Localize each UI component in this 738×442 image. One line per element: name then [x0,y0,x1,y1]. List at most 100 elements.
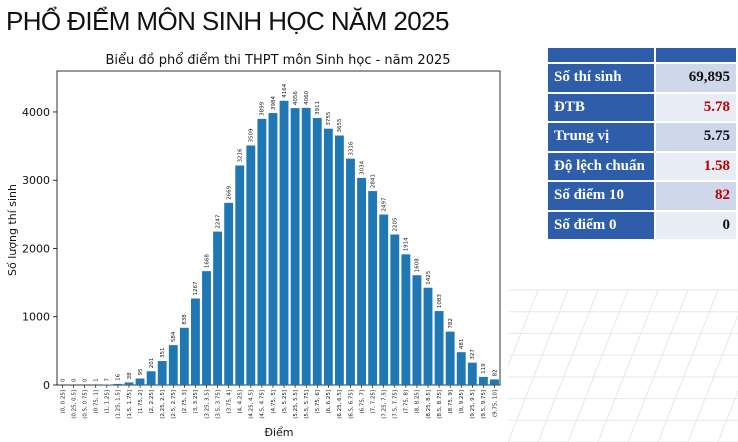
bar-value-label: 0 [60,378,66,382]
bar [478,376,488,385]
x-tick-label: (3, 3.25] [193,390,199,414]
x-tick-label: (9.75, 10] [492,390,498,417]
chart-panel: Biểu đồ phổ điểm thi THPT môn Sinh học -… [0,46,508,442]
x-tick-label: (6.25, 6.5] [337,390,343,419]
stats-row-label: Trung vị [546,121,656,153]
bar [290,108,300,385]
x-tick-label: (2.5, 2.75] [171,390,177,419]
x-tick-label: (6, 6.25] [326,390,332,414]
x-tick-label: (6.5, 6.75] [348,390,354,419]
stats-header-label-cell [546,46,656,64]
bar-value-label: 2497 [382,197,388,211]
x-tick-label: (5.5, 5.75] [304,390,310,419]
bar [312,118,322,385]
x-tick-label: (6.75, 7] [359,390,365,414]
bar [401,254,411,385]
x-tick-label: (2.75, 3] [182,390,188,414]
x-tick-label: (1.75, 2] [138,390,144,414]
bar [379,214,389,385]
y-axis-label: Số lượng thí sinh [6,184,19,276]
bar-value-label: 3899 [260,101,266,115]
stats-row: ĐTB 5.78 [546,91,738,123]
bar-value-label: 38 [127,372,133,379]
bar-value-label: 2247 [215,214,221,228]
bg-grid-line [717,389,738,442]
x-tick-label: (4.75, 5] [271,390,277,414]
x-tick-label: (5, 5.25] [282,390,288,414]
bar-value-label: 2669 [226,185,232,199]
bar-value-label: 1 [94,378,100,382]
bar-value-label: 327 [470,349,476,360]
bar [334,135,344,385]
x-tick-label: (4, 4.25] [238,390,244,414]
stats-row-value: 69,895 [653,62,738,94]
bar [368,191,378,385]
bar [423,287,433,385]
x-tick-label: (0.5, 0.75] [82,390,88,419]
bg-grid-line [627,289,689,442]
bar-value-label: 3755 [326,111,332,125]
bar-value-label: 4060 [304,90,310,104]
stats-row-value: 0 [653,209,738,241]
x-tick-label: (0, 0.25] [60,390,66,414]
x-tick-label: (5.25, 5.5] [293,390,299,419]
bar-value-label: 119 [481,363,487,374]
x-tick-label: (1.5, 1.75] [127,390,133,419]
bar [246,145,256,385]
bar-value-label: 82 [492,369,498,376]
bar [191,298,200,385]
bar-value-label: 201 [149,358,155,369]
bar-value-label: 4056 [293,91,299,105]
stats-row-label: Độ lệch chuẩn [546,150,656,182]
stats-table: Số thí sinh 69,895 ĐTB 5.78 Trung vị 5.75 Độ l… [546,46,738,241]
x-tick-label: (0.75, 1] [94,390,100,414]
bar [157,361,167,385]
bar [412,275,422,385]
bg-grid-line [567,289,629,442]
x-tick-label: (8.25, 8.5] [426,390,432,419]
bar-value-label: 3316 [348,141,354,155]
x-tick-label: (7, 7.25] [370,390,376,414]
y-tick-label: 1000 [22,311,50,324]
bar-value-label: 351 [160,348,166,359]
bar-value-label: 838 [182,314,188,325]
bar [268,113,278,385]
x-tick-label: (5.75, 6] [315,390,321,414]
bar [434,311,444,385]
bar-value-label: 3911 [315,101,321,115]
bar-value-label: 3655 [337,118,343,132]
bar [235,165,245,385]
bar-value-label: 3034 [359,160,365,174]
stats-row-value: 5.75 [653,121,738,153]
bar [224,202,234,385]
x-tick-label: (8, 8.25] [415,390,421,414]
bar [257,118,267,386]
x-tick-label: (9.25, 9.5] [470,390,476,419]
x-tick-label: (4.5, 4.75] [260,390,266,419]
stats-row-label: Số điểm 0 [546,209,656,241]
bar-value-label: 584 [171,331,177,342]
bar-value-label: 7 [105,378,111,382]
bar-value-label: 1425 [426,270,432,284]
stats-row-label: Số thí sinh [546,62,656,94]
x-tick-label: (8.75, 9] [448,390,454,414]
stats-header-row [546,46,738,64]
x-tick-label: (4.25, 4.5] [249,390,255,419]
bar [323,128,333,386]
stats-header-value-cell [653,46,738,64]
bar [467,362,477,385]
stats-row: Số điểm 10 82 [546,180,738,212]
x-tick-label: (7.5, 7.75] [393,390,399,419]
bar-value-label: 2205 [393,217,399,231]
chart-title: Biểu đồ phổ điểm thi THPT môn Sinh học -… [105,53,450,68]
bar [113,383,123,385]
stats-row-value: 1.58 [653,150,738,182]
bar [456,352,466,385]
stats-row-label: ĐTB [546,91,656,123]
bar-value-label: 3216 [238,148,244,162]
stats-row: Trung vị 5.75 [546,121,738,153]
bg-grid-line [687,313,738,442]
bar-value-label: 0 [71,378,77,382]
bar [445,331,455,385]
